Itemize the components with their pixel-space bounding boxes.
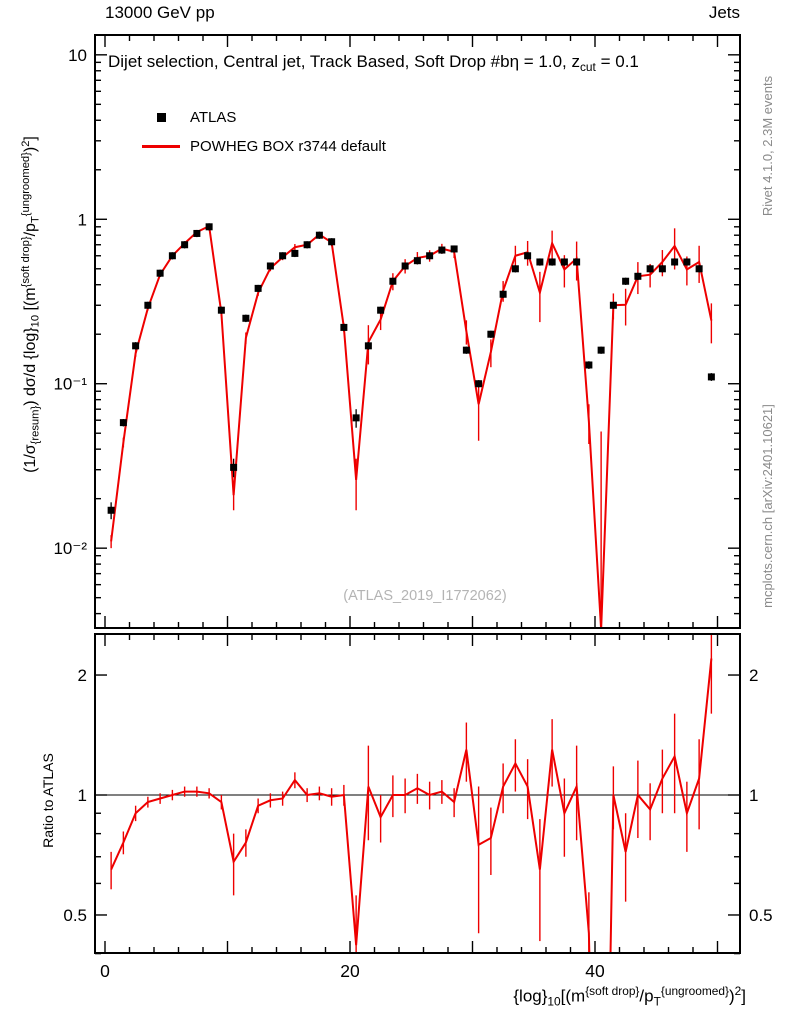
- atlas-data-point: [487, 330, 495, 338]
- atlas-data-point: [144, 301, 152, 309]
- atlas-data-point: [560, 258, 568, 266]
- atlas-data-point: [597, 346, 605, 354]
- atlas-data-point: [438, 246, 446, 254]
- atlas-data-point: [156, 269, 164, 277]
- atlas-data-point: [340, 323, 348, 331]
- y-axis-label-ratio: Ratio to ATLAS: [40, 753, 56, 848]
- x-axis-label: {log}10[(m{soft drop}/pT{ungroomed})2]: [513, 984, 746, 1009]
- atlas-data-point: [352, 414, 360, 422]
- legend-item-atlas: ATLAS: [138, 103, 386, 132]
- legend-label-atlas: ATLAS: [190, 109, 237, 126]
- atlas-data-point: [707, 373, 715, 381]
- legend-item-powheg: POWHEG BOX r3744 default: [138, 132, 386, 161]
- atlas-data-point: [658, 265, 666, 273]
- atlas-data-point: [107, 506, 115, 514]
- atlas-data-point: [364, 342, 372, 350]
- y-main-tick-label: 10: [68, 46, 87, 65]
- atlas-data-point: [646, 265, 654, 273]
- atlas-data-point: [450, 245, 458, 253]
- ratio-panel-data: [110, 635, 713, 952]
- atlas-data-point: [536, 258, 544, 266]
- y-ratio-tick-label-left: 2: [78, 666, 87, 685]
- atlas-data-point: [242, 314, 250, 322]
- atlas-data-point: [119, 419, 127, 427]
- atlas-data-point: [548, 258, 556, 266]
- atlas-data-point: [266, 262, 274, 270]
- mc-error-bars-main: [110, 223, 713, 627]
- mc-prediction-line: [110, 224, 713, 627]
- atlas-data-point: [695, 265, 703, 273]
- atlas-data-point: [499, 290, 507, 298]
- y-ratio-tick-label-left: 0.5: [63, 906, 87, 925]
- atlas-data-point: [230, 463, 238, 471]
- atlas-data-point: [181, 241, 189, 249]
- process-label: Jets: [708, 3, 740, 22]
- beam-energy-label: 13000 GeV pp: [105, 3, 215, 22]
- x-tick-label: 20: [340, 961, 360, 981]
- atlas-data-point: [634, 272, 642, 280]
- atlas-data-point: [462, 346, 470, 354]
- atlas-data-point: [511, 265, 519, 273]
- atlas-data-point: [524, 252, 532, 260]
- analysis-id-watermark: (ATLAS_2019_I1772062): [343, 588, 507, 604]
- x-tick-label: 40: [585, 961, 605, 981]
- rivet-version-note: Rivet 4.1.0, 2.3M events: [760, 75, 775, 217]
- atlas-data-point: [303, 241, 311, 249]
- atlas-data-point: [205, 223, 213, 231]
- y-main-tick-label: 1: [78, 210, 87, 229]
- atlas-data-point: [426, 252, 434, 260]
- legend: ATLAS POWHEG BOX r3744 default: [138, 103, 386, 161]
- y-main-tick-label: 10⁻²: [53, 539, 87, 558]
- atlas-data-point: [389, 277, 397, 285]
- atlas-data-point: [291, 249, 299, 257]
- atlas-data-point: [315, 231, 323, 239]
- atlas-data-point: [193, 229, 201, 237]
- atlas-data-point: [413, 257, 421, 265]
- atlas-data-point: [168, 252, 176, 260]
- black-square-marker-icon: [156, 113, 166, 122]
- atlas-data-point: [671, 258, 679, 266]
- legend-label-powheg: POWHEG BOX r3744 default: [190, 138, 386, 155]
- y-ratio-tick-label-right: 0.5: [749, 906, 773, 925]
- atlas-data-point: [475, 380, 483, 388]
- axis-ticks: [95, 35, 740, 955]
- atlas-data-point: [279, 252, 287, 260]
- atlas-data-point: [328, 238, 336, 246]
- ratio-panel-frame: [94, 633, 741, 954]
- ratio-line: [110, 658, 713, 952]
- atlas-data-point: [622, 277, 630, 285]
- main-panel-frame: [94, 34, 741, 629]
- plot-title: Dijet selection, Central jet, Track Base…: [108, 52, 639, 74]
- y-ratio-tick-label-right: 2: [749, 666, 758, 685]
- y-main-tick-label: 10⁻¹: [53, 375, 87, 394]
- atlas-data-point: [573, 258, 581, 266]
- atlas-data-point: [132, 342, 140, 350]
- red-line-marker-icon: [142, 145, 180, 148]
- mcplots-reference-note: mcplots.cern.ch [arXiv:2401.10621]: [760, 404, 775, 608]
- y-ratio-tick-label-right: 1: [749, 786, 758, 805]
- atlas-data-point: [683, 258, 691, 266]
- y-ratio-tick-label-left: 1: [78, 786, 87, 805]
- main-panel-data: [107, 223, 715, 627]
- x-tick-label: 0: [100, 961, 110, 981]
- atlas-data-point: [217, 306, 225, 314]
- axis-tick-labels: 10 1 10⁻¹ 10⁻² 2 2 1 1 0.5 0.5 0 20 40: [53, 46, 772, 981]
- atlas-data-point: [254, 284, 262, 292]
- atlas-data-point: [401, 262, 409, 270]
- y-axis-label-main: (1/σ{resum}) dσ/d {log}10 [(m{soft drop}…: [20, 136, 42, 473]
- atlas-data-point: [377, 306, 385, 314]
- atlas-data-point: [609, 301, 617, 309]
- atlas-data-point: [585, 361, 593, 369]
